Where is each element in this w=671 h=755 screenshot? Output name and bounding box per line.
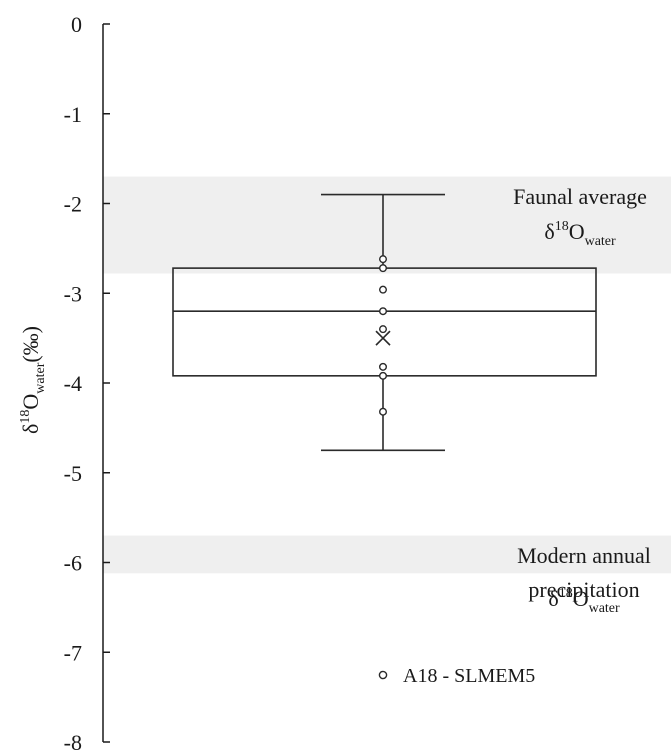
shaded-band — [103, 176, 671, 274]
band-label: Modern annual — [517, 543, 651, 568]
data-point — [379, 325, 388, 334]
data-point — [379, 264, 388, 273]
data-point — [379, 362, 388, 371]
y-tick-label: -3 — [64, 281, 82, 306]
points-layer — [375, 255, 391, 416]
y-tick-label: 0 — [71, 12, 82, 37]
bands-layer — [103, 176, 671, 574]
data-point — [379, 407, 388, 416]
interquartile-box — [172, 267, 597, 377]
y-tick-label: -5 — [64, 461, 82, 486]
band-label-isotope: δ18Owater — [544, 219, 616, 249]
mean-marker — [375, 330, 391, 346]
band-label: Faunal average — [513, 184, 647, 209]
band-label: precipitation — [528, 577, 639, 602]
legend: A18 - SLMEM5 — [378, 665, 535, 687]
data-point — [379, 307, 388, 316]
mean-marker-stroke — [375, 330, 391, 346]
y-tick-label: -6 — [64, 551, 82, 576]
legend-label: A18 - SLMEM5 — [403, 665, 535, 687]
y-tick-label: -7 — [64, 640, 82, 665]
annotations-layer: Faunal average δ18Owater Modern annual prec… — [513, 184, 651, 616]
data-point — [379, 371, 388, 380]
y-axis-title-text: δ18Owater(‰) — [18, 326, 48, 434]
y-tick-label: -8 — [64, 730, 82, 750]
y-tick-label: -2 — [64, 192, 82, 217]
y-axis-title: δ18Owater(‰) — [18, 326, 48, 434]
data-point — [379, 285, 388, 294]
legend-marker — [378, 670, 388, 680]
y-tick-label: -1 — [64, 102, 82, 127]
y-tick-label: -4 — [64, 371, 82, 396]
data-point — [379, 255, 388, 264]
y-axis: 0 -1 -2 -3 -4 -5 -6 -7 -8 δ18Owater(‰) — [18, 12, 110, 755]
shaded-band — [103, 535, 671, 574]
band-label-isotope: δ18Owater — [548, 586, 620, 616]
